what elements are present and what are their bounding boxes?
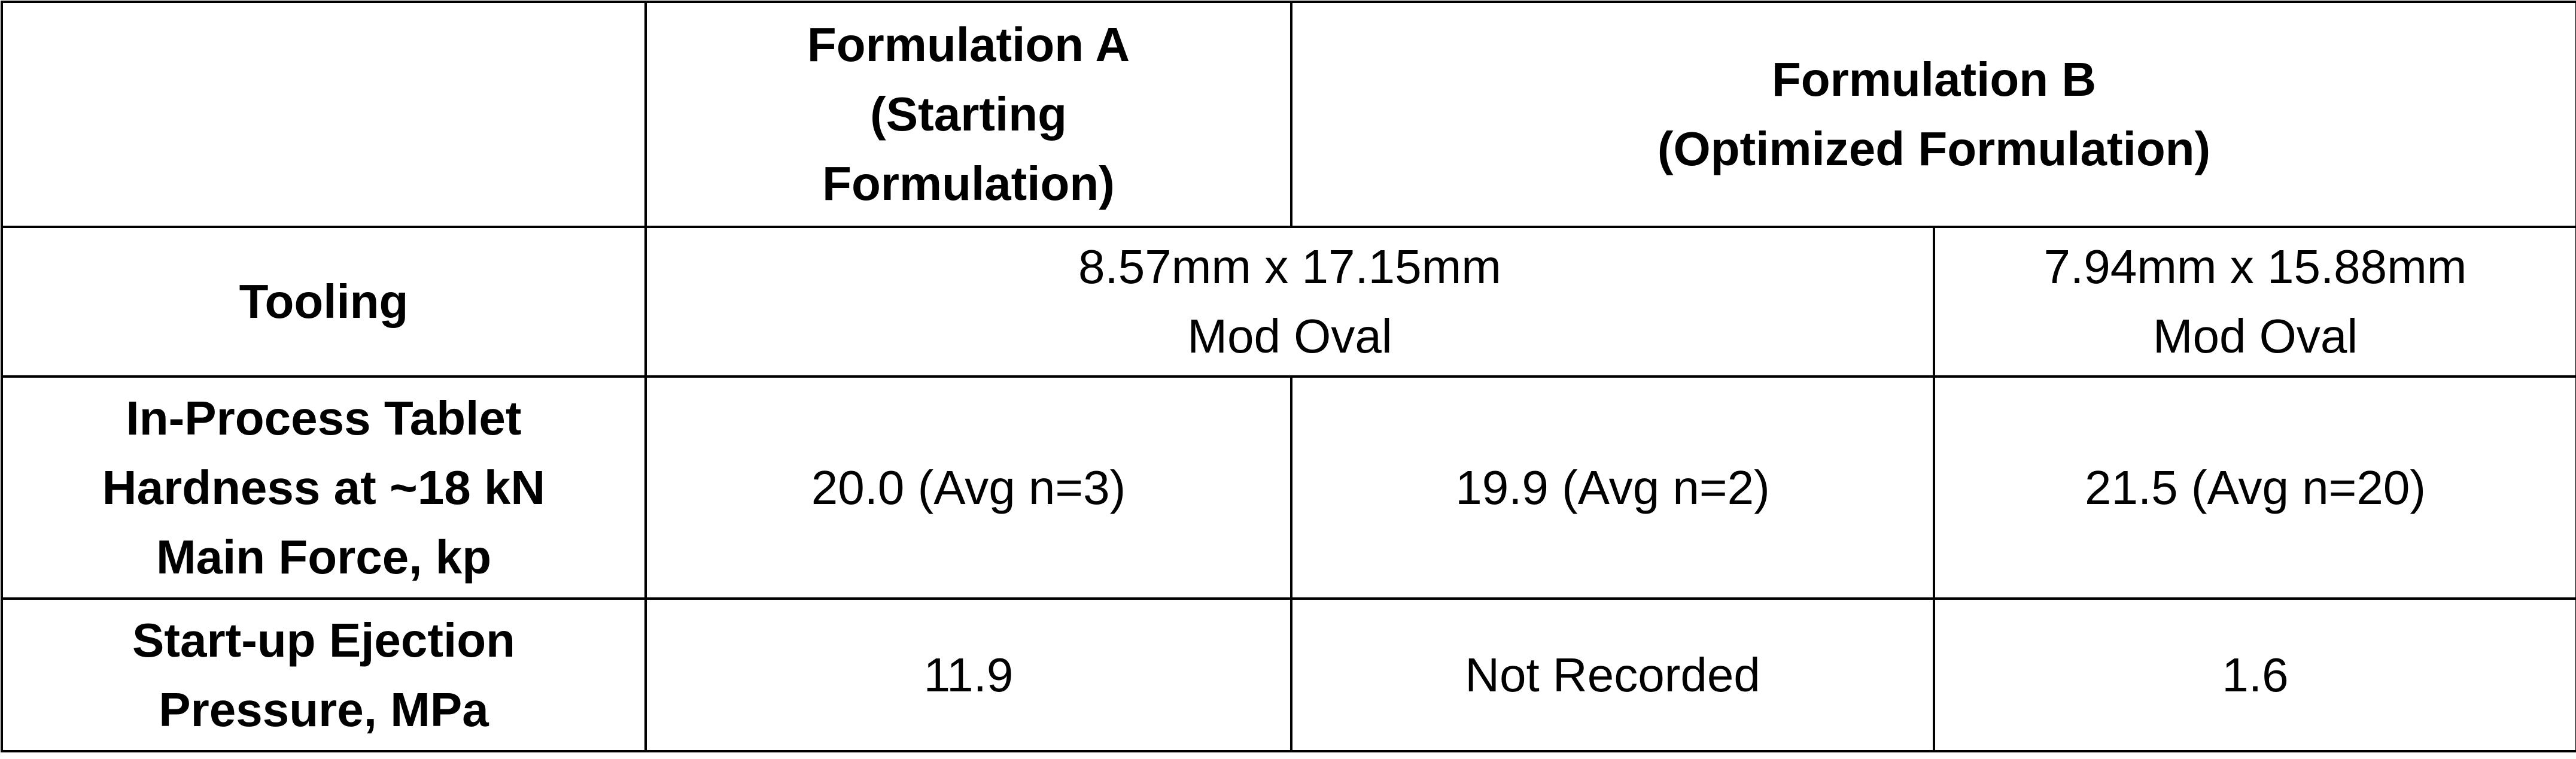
table-cell: 19.9 (Avg n=2) xyxy=(1290,375,1935,600)
table-cell: Not Recorded xyxy=(1290,597,1935,752)
empty-cell xyxy=(1,1,647,228)
table-row: Start-up Ejection Pressure, MPa 11.9 Not… xyxy=(1,597,2576,752)
column-header: Formulation B (Optimized Formulation) xyxy=(1290,1,2576,228)
table-row: In-Process Tablet Hardness at ~18 kN Mai… xyxy=(1,375,2576,600)
table-cell: 21.5 (Avg n=20) xyxy=(1933,375,2576,600)
row-header: Tooling xyxy=(1,226,647,378)
table-row: Tooling 8.57mm x 17.15mm Mod Oval 7.94mm… xyxy=(1,226,2576,378)
row-header: In-Process Tablet Hardness at ~18 kN Mai… xyxy=(1,375,647,600)
row-header: Start-up Ejection Pressure, MPa xyxy=(1,597,647,752)
table-cell: 8.57mm x 17.15mm Mod Oval xyxy=(644,226,1935,378)
table-cell: 11.9 xyxy=(644,597,1292,752)
table-cell: 20.0 (Avg n=3) xyxy=(644,375,1292,600)
table-cell: 1.6 xyxy=(1933,597,2576,752)
table-cell: 7.94mm x 15.88mm Mod Oval xyxy=(1933,226,2576,378)
column-header: Formulation A (Starting Formulation) xyxy=(644,1,1292,228)
header-row: Formulation A (Starting Formulation) For… xyxy=(1,1,2576,228)
